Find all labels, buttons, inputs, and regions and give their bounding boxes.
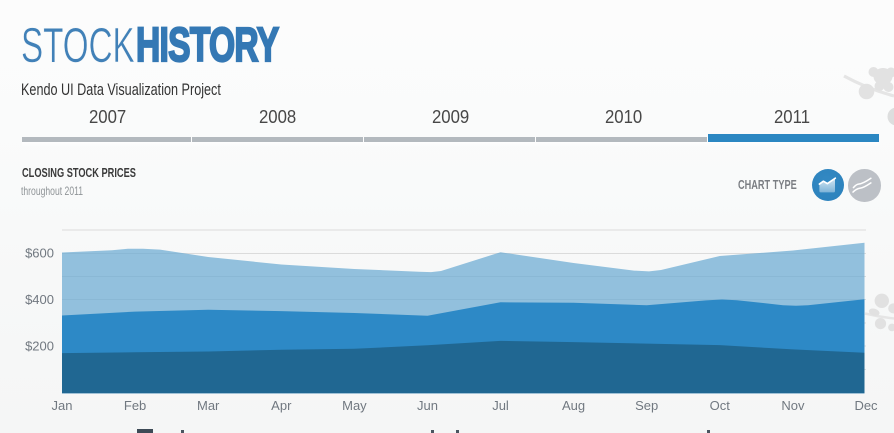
svg-text:Dec: Dec xyxy=(854,398,878,413)
svg-text:Aug: Aug xyxy=(562,398,585,413)
svg-text:Apr: Apr xyxy=(271,398,292,413)
svg-text:$400: $400 xyxy=(25,292,54,307)
svg-text:Jun: Jun xyxy=(417,398,438,413)
svg-text:Oct: Oct xyxy=(710,398,731,413)
svg-text:Nov: Nov xyxy=(781,398,805,413)
svg-text:Sep: Sep xyxy=(635,398,658,413)
svg-text:Jul: Jul xyxy=(492,398,509,413)
svg-text:Jan: Jan xyxy=(52,398,73,413)
svg-text:May: May xyxy=(342,398,367,413)
svg-text:$200: $200 xyxy=(25,338,54,353)
svg-text:Feb: Feb xyxy=(124,398,146,413)
svg-text:$600: $600 xyxy=(25,246,54,261)
svg-text:Mar: Mar xyxy=(197,398,220,413)
